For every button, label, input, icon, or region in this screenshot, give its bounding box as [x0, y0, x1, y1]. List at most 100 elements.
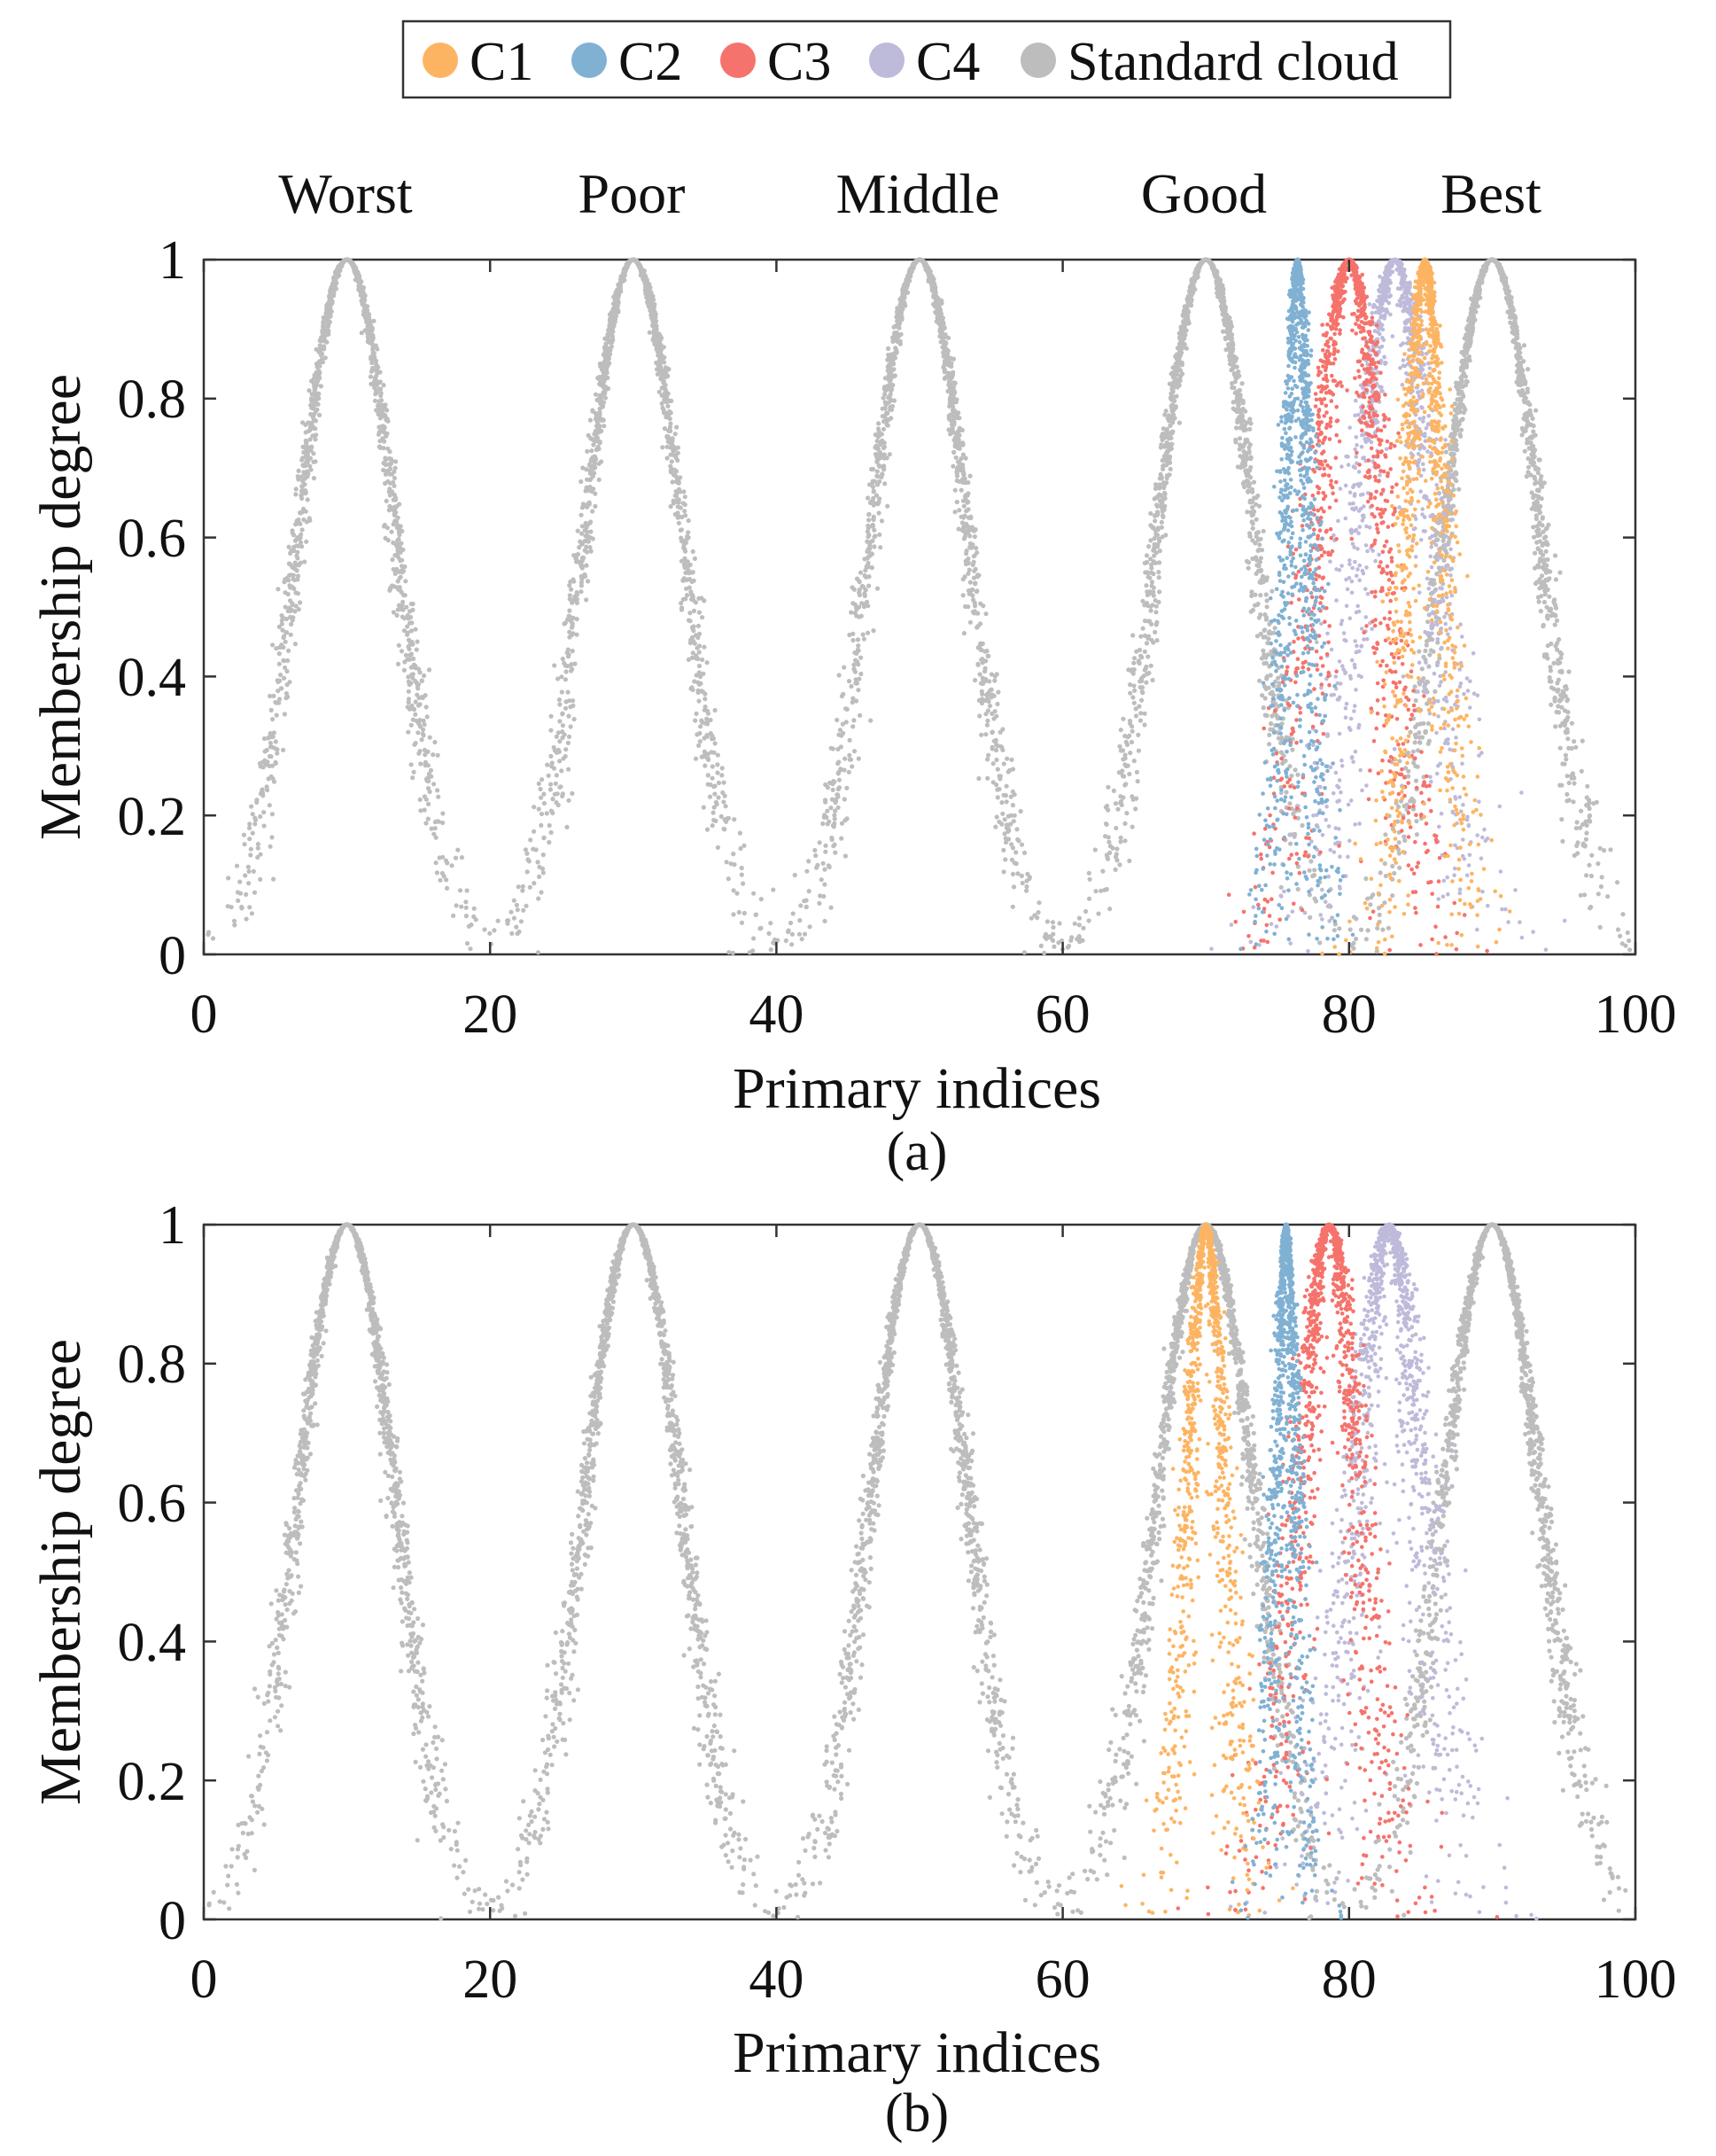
cloud-drop: [892, 373, 897, 378]
cloud-drop: [715, 770, 720, 775]
cloud-drop: [853, 658, 858, 663]
cloud-drop: [587, 520, 593, 525]
cloud-drop: [700, 615, 705, 620]
cloud-drop: [415, 686, 421, 691]
cloud-drop: [786, 928, 791, 933]
cloud-drop: [246, 868, 252, 875]
cloud-drop: [712, 791, 718, 797]
cloud-drop: [823, 849, 828, 854]
cloud-drop: [298, 510, 303, 516]
cloud-drop: [888, 404, 893, 410]
cloud-drop: [705, 751, 710, 757]
cloud-drop: [681, 545, 687, 550]
cloud-drop: [1021, 850, 1028, 856]
cloud-drop: [940, 337, 945, 342]
cloud-drop: [552, 791, 557, 797]
cloud-drop: [399, 541, 404, 546]
cloud-drop: [832, 821, 837, 827]
cloud-drop: [538, 786, 543, 792]
cloud-drop: [579, 576, 585, 582]
cloud-drop: [686, 618, 692, 623]
cloud-drop: [719, 773, 725, 778]
cloud-drop: [275, 751, 280, 756]
cloud-drop: [375, 370, 380, 376]
cloud-drop: [963, 561, 969, 567]
cloud-drop: [832, 842, 837, 847]
cloud-drop: [889, 386, 895, 392]
cloud-drop: [971, 554, 976, 559]
cloud-drop: [557, 784, 563, 790]
cloud-drop: [415, 692, 420, 697]
cloud-drop: [813, 852, 819, 859]
cloud-drop: [836, 732, 842, 737]
cloud-drop: [1024, 888, 1029, 893]
cloud-drop: [927, 271, 932, 276]
cloud-drop: [1010, 871, 1016, 877]
cloud-drop: [299, 544, 305, 549]
cloud-drop: [731, 852, 736, 857]
cloud-drop: [1020, 880, 1025, 886]
cloud-drop: [812, 847, 818, 853]
cloud-drop: [532, 829, 537, 834]
cloud-drop: [870, 522, 875, 527]
cloud-drop: [849, 610, 854, 615]
cloud-drop: [851, 718, 857, 723]
cloud-drop: [876, 463, 881, 468]
cloud-drop: [586, 500, 592, 505]
cloud-drop: [673, 455, 679, 461]
cloud-drop: [1130, 794, 1135, 799]
cloud-drop: [279, 621, 284, 627]
cloud-drop: [637, 263, 643, 269]
cloud-drop: [377, 416, 383, 421]
cloud-drop: [597, 381, 602, 387]
cloud-drop: [665, 439, 671, 444]
cloud-drop: [1263, 592, 1269, 597]
cloud-drop: [1138, 711, 1144, 716]
cloud-drop: [946, 335, 951, 340]
cloud-drop: [250, 812, 255, 817]
cloud-drop: [268, 735, 273, 740]
cloud-drop: [589, 448, 594, 454]
cloud-drop: [252, 821, 258, 827]
cloud-drop: [308, 423, 314, 428]
cloud-drop: [1035, 915, 1040, 921]
cloud-drop: [959, 520, 965, 525]
cloud-drop: [665, 366, 671, 371]
cloud-drop: [408, 722, 414, 728]
cloud-drop: [663, 382, 668, 387]
cloud-drop: [347, 258, 353, 264]
cloud-drop: [616, 289, 621, 294]
cloud-drop: [392, 483, 397, 488]
cloud-drop: [704, 660, 710, 665]
cloud-drop: [1127, 858, 1132, 864]
cloud-drop: [662, 396, 667, 401]
cloud-drop: [586, 579, 591, 584]
cloud-drop: [412, 742, 417, 747]
cloud-drop: [655, 371, 660, 377]
legend-label-c3: C3: [767, 32, 831, 92]
cloud-drop: [696, 743, 702, 749]
cloud-drop: [395, 607, 400, 612]
cloud-drop: [588, 458, 594, 463]
cloud-drop: [858, 570, 864, 575]
cloud-drop: [594, 447, 600, 453]
cloud-drop: [567, 634, 572, 640]
cloud-drop: [433, 835, 439, 840]
cloud-drop: [434, 870, 439, 876]
cloud-drop: [961, 503, 967, 509]
cloud-drop: [855, 647, 861, 652]
cloud-drop: [666, 428, 672, 433]
cloud-drop: [563, 705, 569, 711]
cloud-drop: [278, 673, 283, 678]
panel-a: 0 20 40 60 80 100 0 0.2 0.4 0.6 0.8 1 Pr…: [28, 230, 1677, 1182]
cloud-drop: [732, 817, 737, 822]
cloud-drop: [674, 499, 680, 504]
cloud-drop: [273, 699, 278, 705]
cloud-drop: [1096, 911, 1101, 916]
cloud-drop: [985, 718, 990, 723]
cloud-drop: [731, 888, 736, 893]
cloud-drop: [967, 545, 973, 550]
cloud-drop: [710, 823, 715, 829]
cloud-drop: [929, 284, 935, 290]
cloud-drop: [411, 769, 416, 774]
